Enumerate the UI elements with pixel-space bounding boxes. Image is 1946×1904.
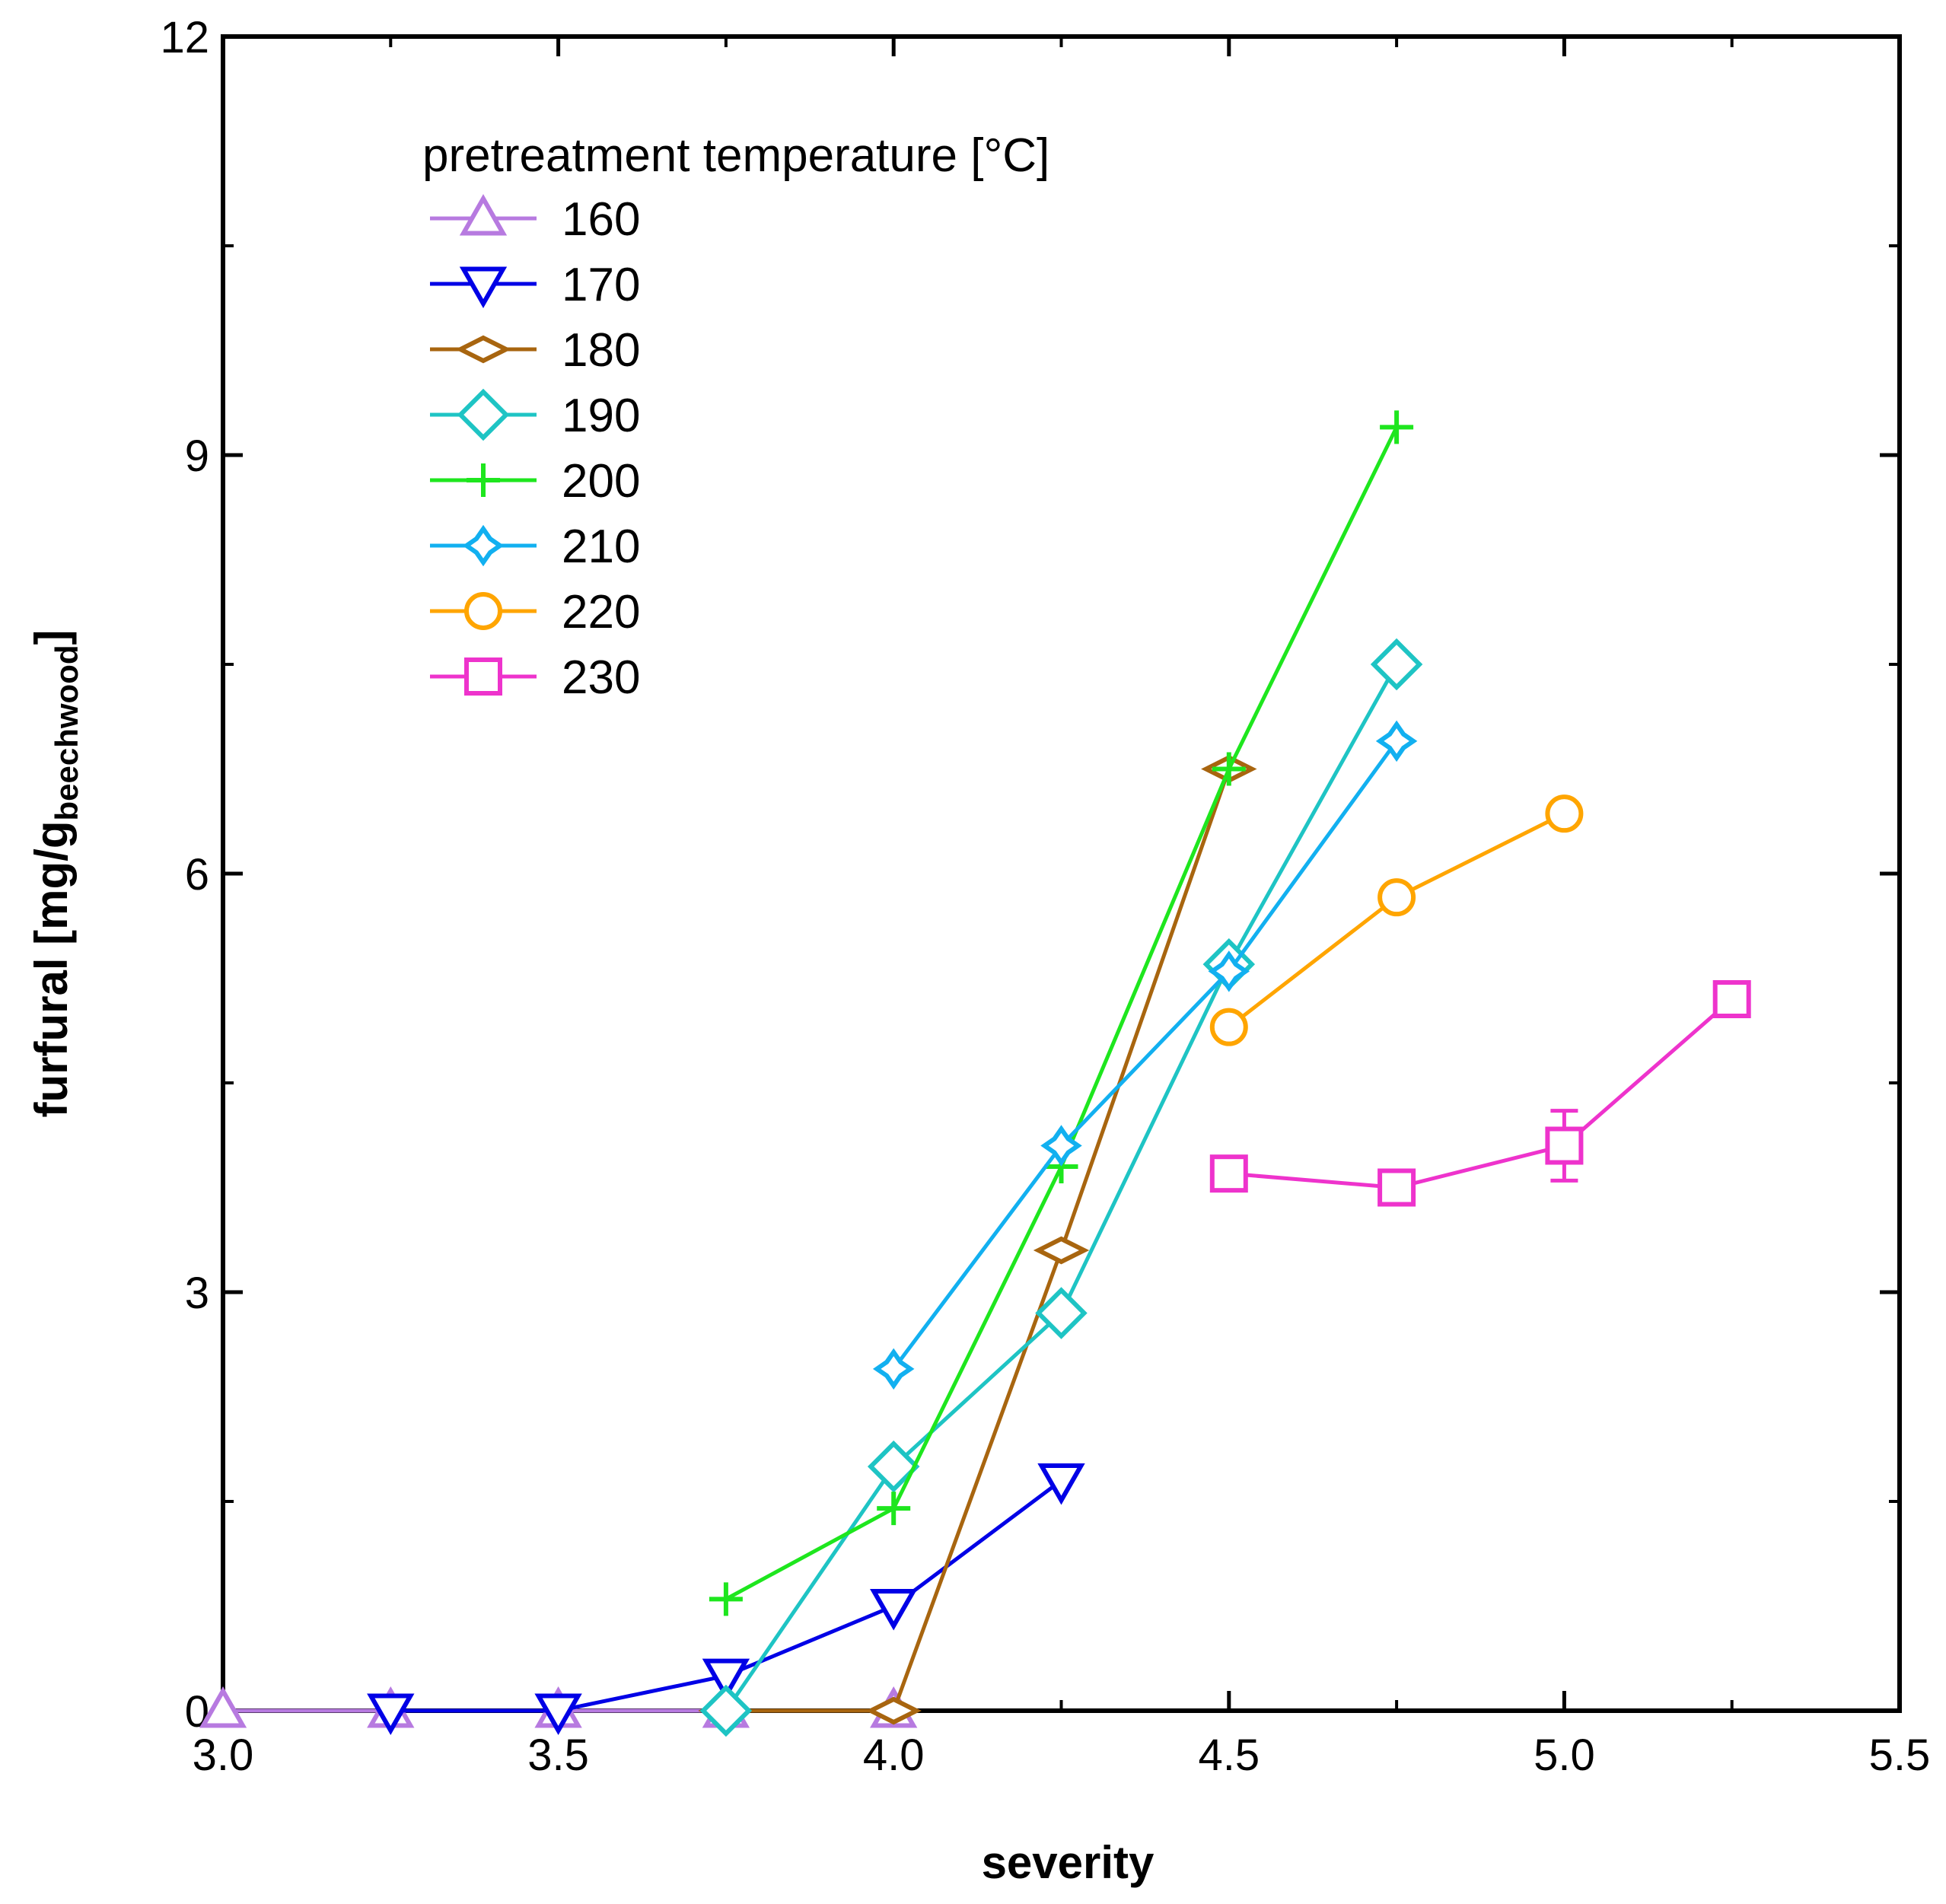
series-line-200 xyxy=(725,426,1399,1601)
data-point-190 xyxy=(1370,638,1423,691)
series-line-180 xyxy=(725,768,1231,1713)
series-210 xyxy=(872,720,1418,1390)
y-tick-label: 12 xyxy=(160,13,209,62)
x-axis-title: severity xyxy=(982,1837,1155,1888)
legend-label-170: 170 xyxy=(562,259,640,311)
x-tick-label: 3.5 xyxy=(527,1730,589,1780)
series-220 xyxy=(1209,794,1584,1046)
data-point-230 xyxy=(1545,1126,1584,1165)
x-tick-label: 5.5 xyxy=(1869,1730,1931,1780)
data-point-230 xyxy=(1209,1154,1248,1193)
legend-marker-230 xyxy=(464,657,502,696)
legend-entry-210: 210 xyxy=(430,521,640,573)
x-tick-label: 5.0 xyxy=(1534,1730,1595,1780)
legend-entry-190: 190 xyxy=(430,388,640,442)
series-180 xyxy=(698,755,1257,1725)
y-tick-label: 9 xyxy=(185,431,209,481)
y-tick-labels: 0 3 6 9 12 xyxy=(160,13,209,1737)
data-point-220 xyxy=(1545,794,1584,833)
x-tick-labels: 3.0 3.5 4.0 4.5 5.0 5.5 xyxy=(193,1730,1931,1780)
legend-entry-180: 180 xyxy=(430,324,640,377)
data-point-170 xyxy=(702,1658,750,1701)
legend-marker-220 xyxy=(464,592,502,630)
data-point-210 xyxy=(1040,1125,1082,1167)
legend-label-210: 210 xyxy=(562,521,640,573)
legend-marker-160 xyxy=(459,193,508,236)
data-point-220 xyxy=(1377,878,1416,917)
data-point-200 xyxy=(1212,752,1246,786)
x-tick-label: 4.0 xyxy=(863,1730,925,1780)
data-point-180 xyxy=(1033,1236,1090,1265)
series-line-210 xyxy=(892,740,1399,1371)
legend-label-200: 200 xyxy=(562,455,640,508)
y-axis-title: furfural [mg/gbeechwood] xyxy=(26,630,84,1118)
data-point-220 xyxy=(1209,1008,1248,1046)
series-170 xyxy=(367,1463,1085,1736)
series-190 xyxy=(699,638,1423,1737)
data-point-200 xyxy=(709,1582,743,1616)
legend-entry-170: 170 xyxy=(430,259,640,311)
legend-entry-160: 160 xyxy=(430,193,640,246)
y-axis-title-end: ] xyxy=(26,630,77,645)
legend-marker-180 xyxy=(455,335,511,364)
y-tick-label: 0 xyxy=(185,1687,209,1737)
legend-marker-170 xyxy=(459,266,508,309)
legend-label-180: 180 xyxy=(562,324,640,377)
legend-entry-230: 230 xyxy=(430,651,640,704)
y-tick-label: 3 xyxy=(185,1269,209,1318)
series-200 xyxy=(709,410,1414,1616)
legend-marker-210 xyxy=(462,524,505,567)
data-series xyxy=(199,410,1751,1737)
data-point-170 xyxy=(367,1693,415,1736)
legend-label-230: 230 xyxy=(562,651,640,704)
series-line-190 xyxy=(724,663,1399,1712)
legend-entry-220: 220 xyxy=(430,586,640,638)
data-point-200 xyxy=(877,1492,911,1526)
data-point-190 xyxy=(867,1440,920,1493)
data-point-170 xyxy=(534,1693,582,1736)
data-point-160 xyxy=(199,1686,247,1728)
legend-label-190: 190 xyxy=(562,390,640,442)
legend-marker-190 xyxy=(457,388,510,441)
y-tick-label: 6 xyxy=(185,850,209,899)
y-axis-title-subscript: beechwood xyxy=(49,645,84,820)
data-point-170 xyxy=(1037,1463,1085,1505)
data-point-230 xyxy=(1377,1168,1416,1207)
x-tick-label: 3.0 xyxy=(193,1730,254,1780)
legend-entry-200: 200 xyxy=(430,455,640,508)
legend: pretreatment temperature [°C] 160 170 180 1… xyxy=(422,129,1049,704)
x-tick-label: 4.5 xyxy=(1198,1730,1260,1780)
data-point-190 xyxy=(1035,1287,1088,1339)
data-point-230 xyxy=(1712,980,1751,1018)
data-point-210 xyxy=(872,1348,915,1390)
data-point-200 xyxy=(1380,410,1414,444)
data-point-180 xyxy=(865,1696,922,1725)
data-point-210 xyxy=(1375,720,1418,763)
series-230 xyxy=(1209,980,1751,1207)
series-line-220 xyxy=(1228,811,1565,1029)
legend-title: pretreatment temperature [°C] xyxy=(422,129,1049,182)
series-line-230 xyxy=(1228,998,1734,1189)
legend-marker-200 xyxy=(467,463,500,497)
y-axis-title-main: furfural [mg/g xyxy=(26,821,77,1118)
data-point-190 xyxy=(699,1684,753,1737)
data-point-170 xyxy=(870,1589,918,1631)
legend-label-160: 160 xyxy=(562,193,640,246)
legend-label-220: 220 xyxy=(562,586,640,638)
data-point-210 xyxy=(1208,950,1250,992)
